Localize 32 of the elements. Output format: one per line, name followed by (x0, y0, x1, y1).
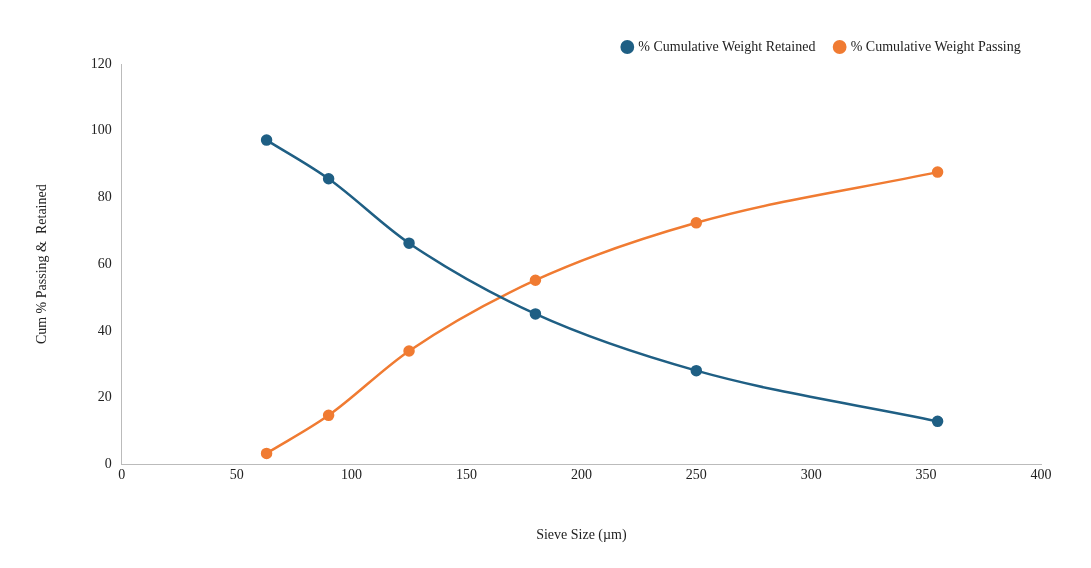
point (260, 447, 273, 460)
x-tick-label: 0 (118, 467, 126, 483)
y-tick-label: 120 (90, 55, 112, 71)
point (690, 217, 703, 229)
x-tick-label: 200 (570, 467, 592, 483)
y-axis-title: Cum % Passing & Retained (34, 184, 50, 345)
x-axis-title: Sieve Size (µm) (536, 527, 627, 544)
point (931, 166, 944, 178)
y-tick-label: 100 (90, 122, 112, 138)
y-tick-label: 0 (104, 456, 112, 472)
x-tick-label: 150 (456, 467, 477, 483)
x-tick-label: 300 (800, 467, 822, 483)
point (529, 274, 542, 286)
point (931, 415, 944, 428)
y-tick-label: 20 (97, 389, 112, 405)
x-tick-label: 250 (685, 467, 707, 483)
point (529, 308, 542, 320)
legend-label: % Cumulative Weight Passing (850, 38, 1021, 54)
point (260, 134, 273, 146)
legend-label: % Cumulative Weight Retained (638, 38, 816, 54)
point (690, 364, 703, 377)
point (403, 237, 415, 249)
y-tick-label: 60 (97, 255, 112, 271)
x-tick-label: 350 (915, 467, 937, 483)
x-tick-label: 100 (341, 467, 363, 483)
point (322, 173, 335, 185)
y-tick-label: 40 (97, 322, 112, 338)
point (403, 345, 415, 357)
y-tick-label: 80 (97, 189, 112, 205)
x-tick-label: 400 (1030, 467, 1052, 483)
x-tick-label: 50 (229, 467, 244, 483)
point (322, 409, 335, 422)
